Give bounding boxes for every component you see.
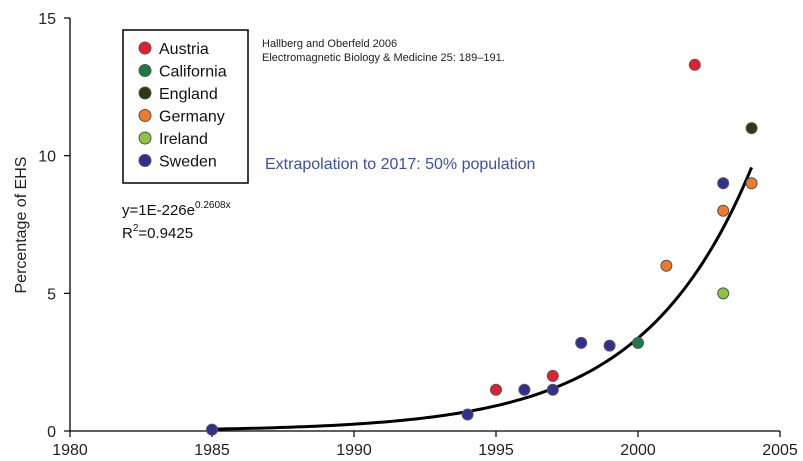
x-tick-label: 1980 xyxy=(52,442,88,459)
data-point-germany xyxy=(717,204,730,217)
data-points xyxy=(206,58,758,436)
data-point-austria xyxy=(688,58,701,71)
citation-line-2: Electromagnetic Biology & Medicine 25: 1… xyxy=(262,52,505,64)
x-tick-label: 1995 xyxy=(478,442,514,459)
data-point-ireland xyxy=(717,287,730,300)
fit-equation-exponent: 0.2608x xyxy=(195,200,231,211)
y-tick-label: 0 xyxy=(47,424,56,441)
data-point-england xyxy=(745,122,758,135)
data-point-sweden xyxy=(717,177,730,190)
data-point-california xyxy=(632,336,644,349)
data-point-sweden xyxy=(575,336,588,349)
data-point-sweden xyxy=(546,383,559,396)
legend-label-california: California xyxy=(159,64,227,81)
y-axis-ticks: 0 5 10 15 xyxy=(38,11,70,441)
data-point-sweden xyxy=(603,339,616,352)
legend-marker-austria xyxy=(138,41,152,55)
y-tick-label: 5 xyxy=(47,286,56,303)
extrapolation-annotation: Extrapolation to 2017: 50% population xyxy=(265,156,535,173)
legend: Austria California England Germany Ireland Sw… xyxy=(122,29,249,184)
data-point-sweden xyxy=(461,408,474,421)
y-axis-label: Percentage of EHS xyxy=(13,157,30,294)
x-tick-label: 2000 xyxy=(620,442,656,459)
legend-label-austria: Austria xyxy=(159,41,209,58)
legend-label-germany: Germany xyxy=(159,109,225,126)
data-point-sweden xyxy=(206,423,218,436)
x-tick-label: 2005 xyxy=(762,442,798,459)
legend-marker-california xyxy=(138,64,152,77)
citation-line-1: Hallberg and Oberfeld 2006 xyxy=(262,38,397,50)
legend-label-england: England xyxy=(159,86,218,103)
legend-marker-germany xyxy=(138,109,152,122)
data-point-germany xyxy=(660,259,673,272)
x-tick-label: 1990 xyxy=(336,442,372,459)
legend-marker-england xyxy=(138,86,152,100)
data-point-germany xyxy=(745,177,758,190)
r-squared-sup: 2 xyxy=(133,223,139,234)
data-point-sweden xyxy=(518,383,531,396)
y-tick-label: 10 xyxy=(38,149,56,166)
exponential-fit-curve xyxy=(211,166,753,431)
r-squared-value: =0.9425 xyxy=(138,225,193,242)
fit-equation: y=1E-226e0.2608x xyxy=(122,200,231,219)
data-point-austria xyxy=(490,383,502,396)
y-tick-label: 15 xyxy=(38,11,56,28)
legend-label-sweden: Sweden xyxy=(159,154,217,171)
fit-equation-prefix: y=1E-226e xyxy=(122,202,195,219)
legend-marker-ireland xyxy=(138,131,152,145)
legend-marker-sweden xyxy=(138,154,152,167)
data-point-austria xyxy=(546,369,559,382)
r-squared-label: R2=0.9425 xyxy=(122,223,193,242)
x-axis-ticks: 1980 1985 1990 1995 2000 2005 xyxy=(52,431,798,459)
legend-label-ireland: Ireland xyxy=(159,131,208,148)
r-squared-r: R xyxy=(122,225,133,242)
x-tick-label: 1985 xyxy=(194,442,230,459)
